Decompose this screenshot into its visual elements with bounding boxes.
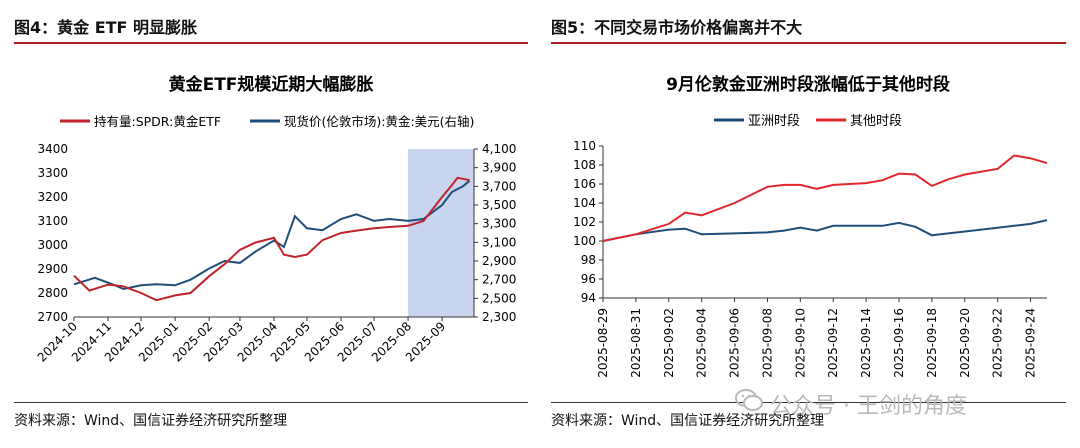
legend-label-asia: 亚洲时段	[748, 114, 800, 129]
header-rule-left	[14, 42, 528, 44]
source-note-right: 资料来源：Wind、国信证券经济研究所整理	[551, 413, 825, 429]
y-right-tick-label: 3,700	[482, 179, 516, 193]
y-tick-label: 100	[573, 234, 596, 248]
y-left-tick-label: 2800	[37, 286, 68, 300]
x-tick-label: 2025-08-29	[596, 308, 610, 378]
y-left-tick-label: 3400	[37, 142, 68, 156]
x-tick-label: 2025-09-08	[760, 308, 774, 378]
x-tick-label: 2025-09-04	[695, 308, 709, 378]
y-right-tick-label: 3,300	[482, 217, 516, 231]
y-right-tick-label: 4,100	[482, 142, 516, 156]
series-line-asia	[602, 219, 1048, 242]
y-left-tick-label: 3100	[37, 214, 68, 228]
wechat-icon	[735, 389, 763, 411]
chart-title: 9月伦敦金亚洲时段涨幅低于其他时段	[666, 74, 950, 95]
y-right-tick-label: 2,500	[482, 291, 516, 305]
source-note-left: 资料来源：Wind、国信证券经济研究所整理	[14, 413, 288, 429]
y-right-tick-label: 2,700	[482, 273, 516, 287]
x-tick-label: 2025-09-10	[793, 308, 807, 378]
legend-label-spdr: 持有量:SPDR:黄金ETF	[94, 114, 221, 129]
x-tick-label: 2025-09-12	[826, 308, 840, 378]
y-left-tick-label: 3000	[37, 238, 68, 252]
shaded-region	[408, 149, 474, 317]
y-left-tick-label: 3300	[37, 166, 68, 180]
y-left-tick-label: 2900	[37, 262, 68, 276]
watermark-text: 公众号 · 王剑的角度	[770, 394, 967, 419]
y-tick-label: 98	[581, 253, 596, 267]
x-tick-label: 2025-08-31	[629, 308, 643, 378]
header-rule-right	[551, 42, 1066, 44]
legend-label-gold-price: 现货价(伦敦市场):黄金:美元(右轴)	[284, 114, 474, 129]
y-tick-label: 102	[573, 215, 596, 229]
x-tick-label: 2025-09-20	[958, 308, 972, 378]
x-tick-label: 2025-09-24	[1024, 308, 1038, 378]
figure-label-left: 图4：黄金 ETF 明显膨胀	[14, 18, 198, 37]
x-tick-label: 2025-09-16	[892, 308, 906, 378]
y-left-tick-label: 2700	[37, 310, 68, 324]
y-right-tick-label: 2,900	[482, 254, 516, 268]
footer-rule-left	[14, 402, 528, 403]
y-tick-label: 96	[581, 272, 596, 286]
y-right-tick-label: 2,300	[482, 310, 516, 324]
y-tick-label: 110	[573, 139, 596, 153]
footer-rule-right	[551, 402, 1066, 403]
y-tick-label: 108	[573, 158, 596, 172]
y-tick-label: 106	[573, 177, 596, 191]
y-tick-label: 104	[573, 196, 596, 210]
x-tick-label: 2025-09-06	[728, 308, 742, 378]
series-line-gold-price	[73, 179, 471, 291]
x-tick-label: 2025-09-22	[991, 308, 1005, 378]
x-tick-label: 2025-09-18	[925, 308, 939, 378]
chart-title: 黄金ETF规模近期大幅膨胀	[169, 74, 374, 95]
y-right-tick-label: 3,100	[482, 235, 516, 249]
series-line-other	[602, 154, 1048, 242]
legend-label-other: 其他时段	[850, 114, 902, 129]
figure-label-right: 图5：不同交易市场价格偏离并不大	[551, 18, 803, 37]
x-tick-label: 2025-09-14	[859, 308, 873, 378]
y-left-tick-label: 3200	[37, 190, 68, 204]
y-right-tick-label: 3,900	[482, 161, 516, 175]
series-line-spdr	[73, 176, 470, 302]
y-right-tick-label: 3,500	[482, 198, 516, 212]
x-tick-label: 2025-09-02	[662, 308, 676, 378]
y-tick-label: 94	[581, 291, 596, 305]
